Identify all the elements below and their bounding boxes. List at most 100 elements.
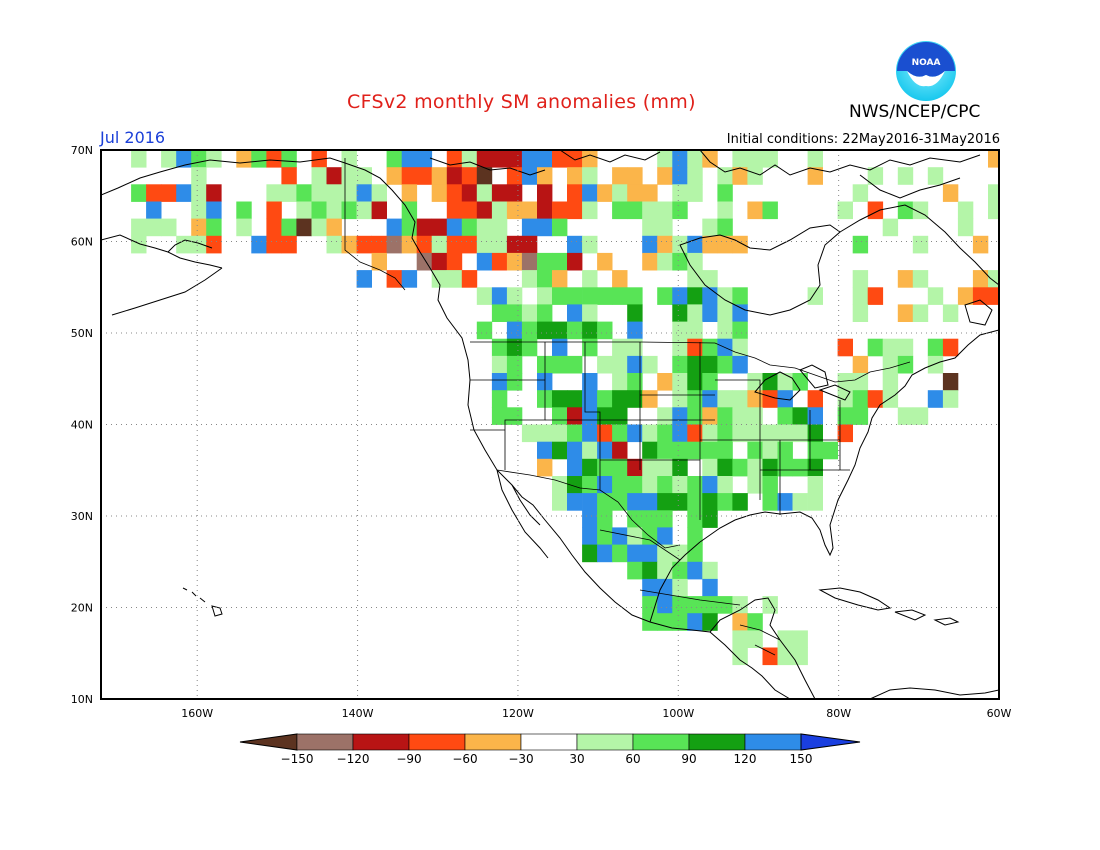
anomaly-cell (326, 201, 342, 220)
anomaly-cell (912, 407, 929, 425)
anomaly-cell (717, 218, 733, 237)
anomaly-cell (627, 390, 643, 408)
anomaly-cell (537, 218, 553, 237)
anomaly-cell (326, 235, 342, 254)
colorbar-swatch (576, 733, 634, 751)
anomaly-cell (491, 287, 508, 305)
anomaly-cell (702, 578, 718, 597)
anomaly-cell (537, 304, 553, 322)
anomaly-cell (672, 201, 688, 220)
anomaly-cell (491, 150, 508, 168)
anomaly-cell (792, 493, 808, 511)
anomaly-cell (627, 476, 643, 494)
anomaly-cell (672, 287, 688, 305)
anomaly-cell (792, 373, 808, 391)
anomaly-cell (552, 150, 568, 168)
colorbar-label: −90 (396, 752, 421, 766)
anomaly-cell (506, 287, 523, 305)
anomaly-cell (747, 458, 763, 477)
anomaly-cell (642, 184, 658, 202)
anomaly-cell (567, 201, 583, 220)
anomaly-cell (732, 390, 748, 408)
colorbar-label: −150 (281, 752, 314, 766)
anomaly-cell (882, 218, 899, 237)
anomaly-cell (657, 218, 673, 237)
anomaly-cell (897, 355, 914, 374)
anomaly-cell (446, 150, 463, 168)
anomaly-cell (807, 458, 823, 477)
anomaly-cell (476, 252, 493, 271)
anomaly-cell (371, 252, 387, 271)
anomaly-cell (567, 493, 583, 511)
anomaly-cell (401, 270, 418, 288)
anomaly-cell (942, 184, 959, 202)
anomaly-cell (702, 476, 718, 494)
anomaly-cell (537, 201, 553, 220)
anomaly-cell (582, 441, 598, 460)
anomaly-cell (732, 167, 748, 185)
anomaly-cell (416, 150, 433, 168)
anomaly-cell (732, 493, 748, 511)
anomaly-cell (416, 167, 433, 185)
anomaly-cell (266, 235, 282, 254)
anomaly-cell (476, 201, 493, 220)
anomaly-cell (867, 390, 884, 408)
anomaly-cell (582, 373, 598, 391)
anomaly-cell (236, 201, 252, 220)
anomaly-cell (176, 184, 192, 202)
anomaly-cell (206, 201, 222, 220)
anomaly-cell (687, 596, 703, 614)
anomaly-cell (521, 304, 538, 322)
anomaly-cell (642, 355, 658, 374)
anomaly-cell (266, 218, 282, 237)
anomaly-cell (837, 338, 853, 357)
chart-title: CFSv2 monthly SM anomalies (mm) (347, 91, 696, 113)
anomaly-cell (567, 407, 583, 425)
anomaly-cell (717, 441, 733, 460)
anomaly-cell (988, 150, 999, 168)
anomaly-cell (657, 510, 673, 528)
anomaly-cell (747, 613, 763, 631)
anomaly-cell (612, 458, 628, 477)
anomaly-cell (702, 270, 718, 288)
anomaly-cell (521, 150, 538, 168)
anomaly-cell (612, 338, 628, 357)
anomaly-cell (672, 596, 688, 614)
anomaly-cell (942, 304, 959, 322)
anomaly-cell (311, 150, 327, 168)
anomaly-cell (146, 184, 162, 202)
anomaly-cell (777, 493, 793, 511)
anomaly-cell (582, 270, 598, 288)
anomaly-cell (642, 424, 658, 443)
anomaly-cell (702, 338, 718, 357)
anomaly-cell (582, 424, 598, 443)
anomaly-cell (582, 201, 598, 220)
colorbar-label: 60 (625, 752, 640, 766)
noaa-logo-icon: NOAA (896, 41, 956, 101)
anomaly-cell (687, 150, 703, 168)
anomaly-cell (537, 252, 553, 271)
anomaly-cell (792, 630, 808, 648)
anomaly-cell (657, 235, 673, 254)
anomaly-cell (161, 150, 177, 168)
anomaly-cell (446, 235, 463, 254)
anomaly-cell (552, 338, 568, 357)
latitude-labels: 70N 60N 50N 40N 30N 20N 10N (71, 144, 93, 706)
anomaly-cell (612, 184, 628, 202)
anomaly-cell (627, 458, 643, 477)
anomaly-cell (567, 476, 583, 494)
anomaly-cell (927, 167, 944, 185)
anomaly-cell (461, 184, 478, 202)
lat-label: 10N (71, 693, 93, 706)
anomaly-cell (702, 510, 718, 528)
lat-label: 70N (71, 144, 93, 157)
anomaly-cell (762, 390, 778, 408)
anomaly-cell (552, 441, 568, 460)
colorbar-high-arrow (800, 733, 861, 751)
anomaly-cell (882, 338, 899, 357)
anomaly-cell (506, 321, 523, 340)
anomaly-cell (717, 407, 733, 425)
anomaly-cell (476, 235, 493, 254)
anomaly-cell (476, 218, 493, 237)
anomaly-cell (672, 338, 688, 357)
